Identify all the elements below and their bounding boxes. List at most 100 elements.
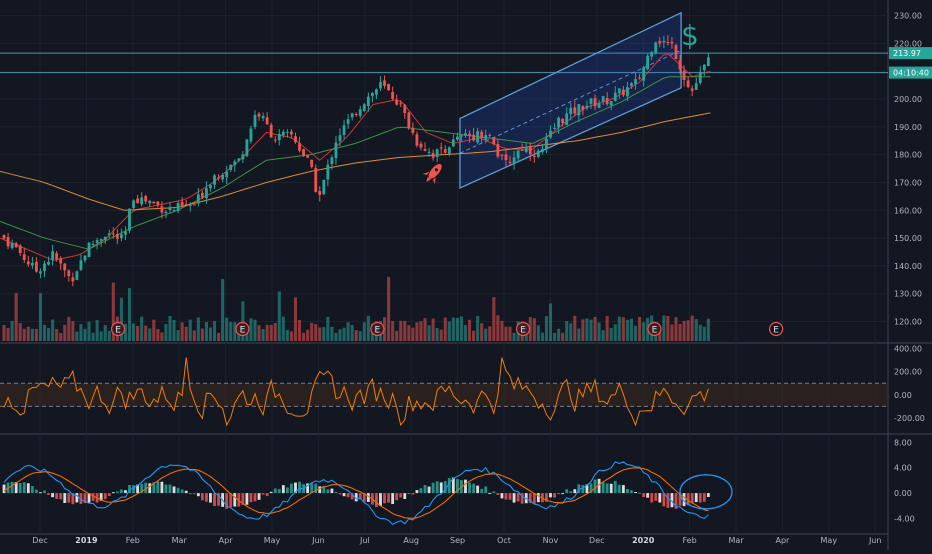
volume-bar: [310, 322, 314, 341]
candle: [152, 201, 156, 204]
candle: [18, 245, 22, 254]
macd-histogram-bar: [702, 493, 706, 502]
rocket-body: [428, 163, 442, 179]
candle: [508, 161, 512, 163]
candle: [261, 115, 265, 119]
macd-histogram-bar: [520, 493, 524, 504]
volume-bar: [136, 325, 140, 341]
candle: [257, 113, 261, 117]
time-tick-label: Oct: [497, 536, 511, 545]
candle: [370, 92, 374, 97]
candle: [532, 155, 536, 157]
candle: [698, 72, 702, 83]
volume-bar: [261, 328, 265, 341]
candle: [79, 260, 83, 270]
volume-bar: [548, 303, 553, 341]
volume-bar: [638, 316, 642, 341]
volume-bar: [91, 332, 95, 341]
macd-histogram-bar: [59, 493, 63, 500]
volume-bar: [387, 276, 391, 341]
time-tick-label: May: [264, 536, 281, 545]
candle: [277, 134, 281, 141]
candle: [99, 239, 103, 241]
time-tick-label: Nov: [543, 536, 559, 545]
macd-histogram-bar: [253, 493, 257, 502]
candlestick-series: [2, 35, 710, 287]
candle: [451, 139, 455, 147]
macd-histogram-bar: [605, 483, 609, 494]
volume-bar: [678, 324, 682, 341]
candle: [658, 40, 662, 44]
candle: [375, 89, 378, 95]
macd-histogram-bar: [79, 493, 83, 505]
candle: [634, 79, 637, 85]
volume-bar: [565, 320, 569, 341]
candle: [285, 131, 289, 133]
volume-bar: [184, 326, 188, 341]
volume-bar: [512, 332, 516, 341]
volume-bar: [451, 317, 455, 341]
candle: [47, 261, 50, 265]
volume-bar: [253, 319, 257, 341]
candle: [229, 164, 233, 170]
macd-histogram-bar: [573, 489, 577, 494]
macd-histogram-bar: [682, 493, 686, 507]
candle: [366, 96, 370, 106]
candle: [290, 131, 293, 135]
macd-histogram-bar: [597, 478, 601, 494]
macd-histogram-bar: [14, 482, 18, 494]
volume-bar: [395, 330, 399, 341]
volume-bar: [540, 332, 544, 341]
volume-bar: [666, 315, 670, 341]
candle: [124, 231, 127, 235]
volume-bar: [553, 332, 557, 341]
volume-bar: [706, 318, 710, 341]
candle: [156, 201, 160, 205]
macd-histogram-bar: [26, 483, 30, 494]
horizontal-lines[interactable]: [0, 52, 888, 74]
rocket-icon: [422, 163, 442, 185]
volume-bar: [293, 297, 298, 341]
macd-histogram-bar: [285, 487, 289, 494]
volume-bar: [71, 321, 75, 341]
candle: [253, 114, 257, 127]
macd-histogram-bar: [585, 484, 589, 494]
rocket-window: [434, 168, 439, 172]
macd-histogram-bar: [427, 486, 431, 494]
candle: [666, 42, 670, 44]
macd-histogram-bar: [257, 493, 261, 500]
volume-bar: [629, 318, 634, 341]
macd-histogram-bar: [411, 493, 415, 495]
cci-tick-label: 400.00: [894, 344, 922, 353]
annotations[interactable]: $: [420, 19, 699, 187]
candle: [577, 104, 581, 116]
candle: [342, 125, 346, 135]
candle: [196, 194, 200, 204]
macd-histogram-bar: [468, 482, 471, 494]
countdown-label: 04:10:40: [893, 69, 929, 78]
candle: [650, 52, 654, 57]
macd-histogram-bar: [549, 493, 552, 498]
volume-bar: [581, 319, 585, 341]
volume-bar: [297, 319, 302, 341]
price-tick-label: 140.00: [894, 262, 922, 271]
candle: [597, 103, 601, 109]
price-channel[interactable]: [459, 11, 682, 190]
price-tick-label: 130.00: [894, 290, 922, 299]
macd-histogram-bar: [435, 481, 439, 494]
candle: [516, 150, 520, 159]
macd-histogram-bar: [350, 493, 354, 500]
volume-bar: [601, 330, 605, 341]
volume-bar: [338, 329, 342, 341]
macd-histogram-bar: [492, 491, 496, 494]
candle: [205, 188, 208, 199]
candle: [83, 255, 87, 261]
macd-histogram-bar: [119, 489, 123, 494]
candle: [184, 204, 188, 206]
volume-bar: [468, 319, 472, 341]
candle: [379, 82, 382, 89]
price-tick-label: 170.00: [894, 178, 922, 187]
candle: [111, 233, 115, 235]
